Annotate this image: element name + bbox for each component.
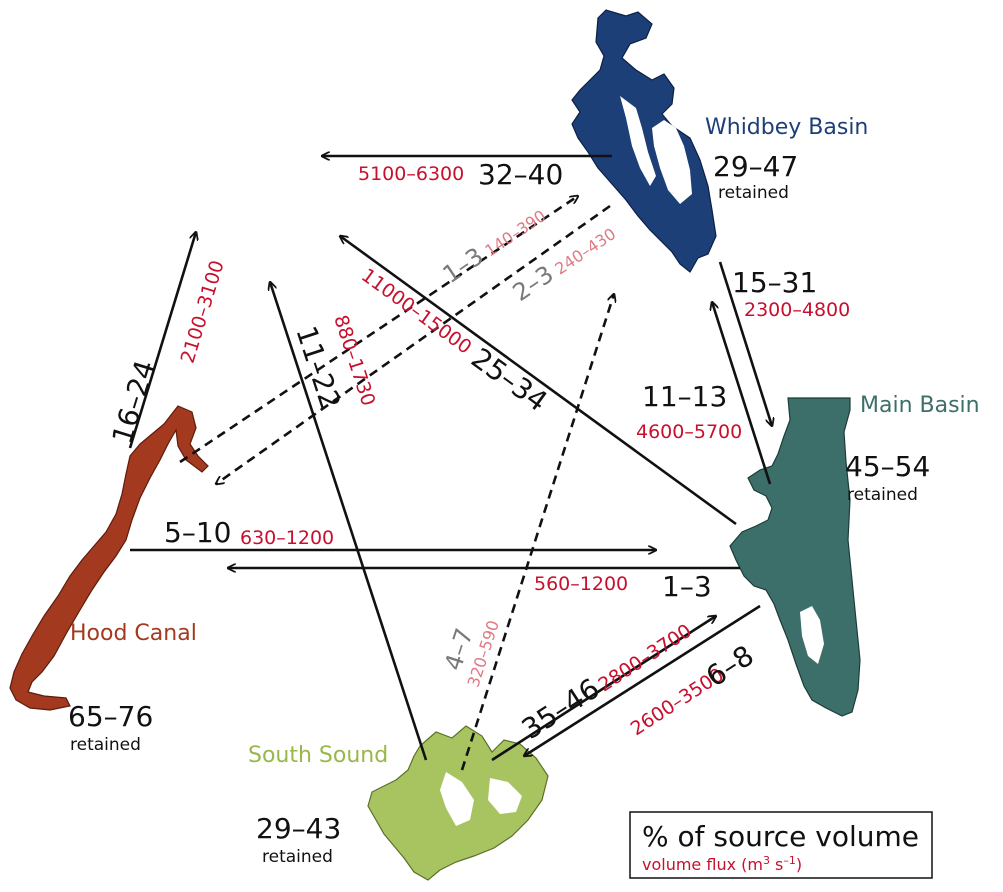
hood-to-main-flux: 630–1200	[240, 527, 334, 549]
whidbey-to-hood-pct: 2–3	[508, 260, 559, 307]
hood-retained-label: retained	[70, 735, 141, 755]
legend-subtitle: volume flux (m3 s–1)	[642, 854, 802, 874]
hood-to-main-pct: 5–10	[164, 516, 231, 549]
legend: % of source volume volume flux (m3 s–1)	[629, 811, 933, 879]
main-basin-shape	[729, 397, 861, 717]
arrow-south-to-main	[491, 616, 716, 762]
arrow-hood-to-whidbey	[179, 196, 578, 464]
south-sound-inlet	[440, 772, 474, 826]
main-retained-label: retained	[847, 485, 918, 505]
hood-to-whidbey-flux: 140–390	[481, 206, 549, 260]
south-to-main-flux: 2800–3700	[595, 620, 696, 696]
main-basin-island	[800, 606, 824, 664]
hood-retained-value: 65–76	[68, 700, 153, 733]
whidbey-out-flux: 5100–6300	[358, 163, 464, 185]
arrow-south-out	[270, 282, 428, 761]
whidbey-to-hood-flux: 240–430	[551, 224, 619, 278]
arrow-main-out	[340, 236, 737, 526]
hood-canal-name: Hood Canal	[70, 621, 197, 646]
whidbey-retained-value: 29–47	[713, 150, 798, 183]
whidbey-to-main-pct: 15–31	[732, 266, 817, 299]
main-to-whidbey-pct: 11–13	[642, 380, 727, 413]
arrow-whidbey-to-hood	[216, 204, 611, 484]
main-retained-value: 45–54	[845, 450, 930, 483]
whidbey-to-main-flux: 2300–4800	[744, 299, 850, 321]
hood-to-whidbey-pct: 1–3	[438, 242, 489, 289]
hood-canal-shape	[9, 405, 209, 711]
arrow-south-to-whidbey	[460, 294, 614, 771]
legend-title: % of source volume	[642, 820, 919, 853]
main-to-hood-flux: 560–1200	[534, 573, 628, 595]
main-to-hood-pct: 1–3	[662, 570, 712, 603]
main-out-pct: 25–34	[465, 341, 553, 418]
whidbey-basin-island	[652, 120, 692, 204]
whidbey-basin-name: Whidbey Basin	[705, 115, 868, 140]
south-sound-name: South Sound	[248, 743, 388, 768]
arrow-hood-out	[128, 232, 196, 449]
arrow-main-to-south	[524, 604, 761, 756]
main-to-whidbey-flux: 4600–5700	[636, 421, 742, 443]
whidbey-out-pct: 32–40	[478, 158, 563, 191]
south-to-main-pct: 35–46	[516, 672, 605, 746]
south-retained-label: retained	[262, 847, 333, 867]
arrow-main-to-whidbey	[712, 302, 772, 485]
south-retained-value: 29–43	[256, 812, 341, 845]
whidbey-retained-label: retained	[718, 183, 789, 203]
legend-box	[629, 811, 933, 879]
south-sound-island	[488, 778, 522, 814]
whidbey-basin-inlet	[620, 96, 656, 186]
arrow-whidbey-to-main	[718, 261, 772, 426]
main-basin-name: Main Basin	[860, 393, 980, 418]
